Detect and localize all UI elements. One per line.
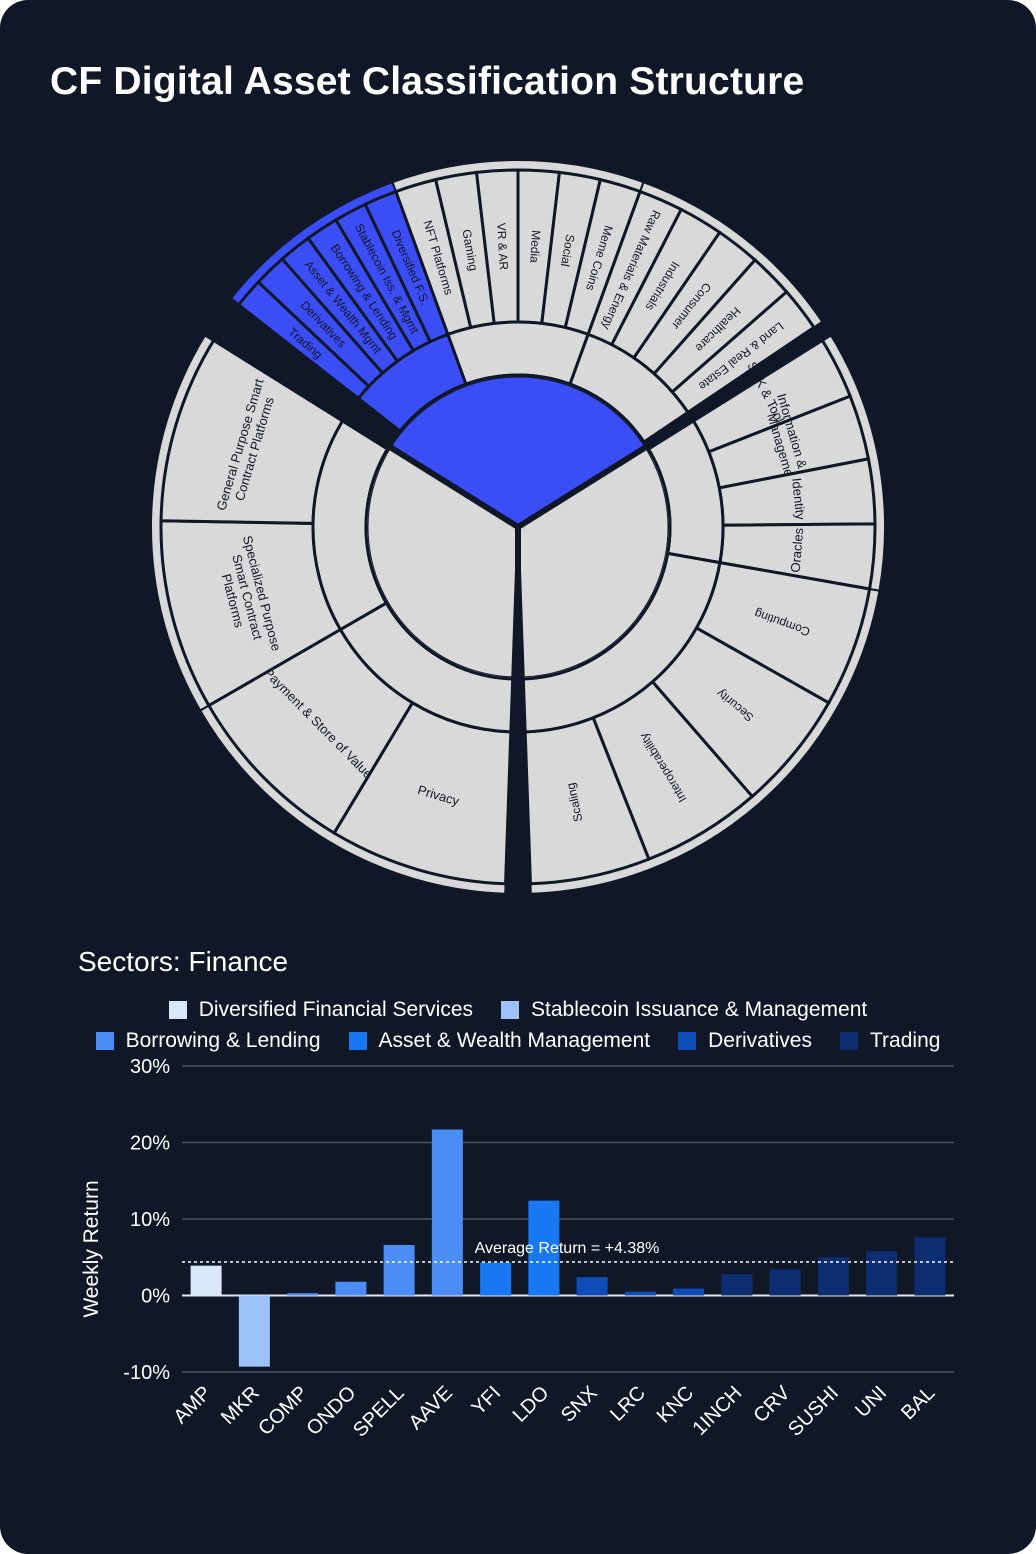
legend-swatch — [168, 1001, 187, 1019]
legend-row: Diversified Financial Services Stablecoin… — [0, 998, 1036, 1022]
bar-uni — [866, 1251, 898, 1296]
bar-knc — [673, 1288, 705, 1296]
leaf-label-oracles: Oracles — [788, 527, 807, 573]
chart-title: Sectors: Finance — [78, 946, 289, 977]
bar-sushi — [817, 1257, 849, 1296]
bar-comp — [287, 1293, 319, 1296]
bar-1inch — [721, 1274, 753, 1296]
bar-crv — [769, 1269, 801, 1296]
x-tick-label: YFI — [468, 1382, 506, 1420]
legend-label: Asset & Wealth Management — [378, 1029, 651, 1052]
y-tick-label: 20% — [130, 1133, 170, 1155]
y-axis-label: Weekly Return — [80, 1180, 103, 1317]
bar-aave — [431, 1129, 463, 1296]
x-tick-label: AAVE — [405, 1382, 457, 1434]
legend-label: Derivatives — [708, 1029, 812, 1052]
legend-swatch — [501, 1001, 520, 1019]
legend-swatch — [678, 1032, 697, 1050]
legend-label: Borrowing & Lending — [125, 1029, 321, 1052]
legend-label: Trading — [870, 1029, 941, 1052]
x-tick-label: SNX — [557, 1382, 602, 1427]
bar-spell — [383, 1245, 415, 1296]
legend-item: Derivatives — [678, 1029, 812, 1053]
core-sectors — [387, 373, 649, 529]
bar-ondo — [335, 1281, 367, 1296]
page-title: CF Digital Asset Classification Structur… — [50, 60, 805, 103]
legend-item: Borrowing & Lending — [95, 1029, 321, 1053]
bar-mkr — [238, 1295, 270, 1367]
x-tick-label: ONDO — [302, 1382, 360, 1440]
legend-swatch — [840, 1032, 858, 1050]
x-tick-label: LDO — [509, 1382, 554, 1427]
x-tick-label: COMP — [254, 1382, 312, 1440]
legend-item: Stablecoin Issuance & Management — [501, 998, 867, 1022]
bar-ldo — [528, 1200, 560, 1296]
legend-row: Borrowing & Lending Asset & Wealth Manage… — [0, 1029, 1036, 1053]
x-tick-label: AMP — [169, 1382, 215, 1428]
leaf-label-vr-and-ar: VR & AR — [494, 222, 511, 270]
wheel-divider — [199, 325, 394, 452]
bar-bal — [914, 1237, 946, 1296]
bar-amp — [190, 1265, 222, 1296]
y-tick-label: 30% — [130, 1056, 170, 1078]
core-divider — [516, 443, 649, 530]
legend-swatch — [95, 1032, 114, 1050]
wheel-divider — [221, 293, 403, 439]
legend-label: Diversified Financial Services — [198, 998, 474, 1021]
y-tick-label: 10% — [130, 1209, 170, 1231]
x-tick-label: UNI — [851, 1382, 891, 1422]
legend-item: Diversified Financial Services — [168, 998, 474, 1022]
legend-item: Trading — [840, 1029, 940, 1053]
leaf-label-identity: Identity — [789, 477, 808, 521]
core-divider — [387, 443, 520, 530]
bar-lrc — [624, 1291, 656, 1296]
average-label: Average Return = +4.38% — [475, 1240, 660, 1257]
bar-yfi — [480, 1262, 512, 1296]
x-tick-label: SUSHI — [784, 1382, 843, 1441]
wheel-divider — [642, 325, 837, 452]
x-tick-label: 1INCH — [688, 1382, 746, 1440]
x-tick-label: SPELL — [349, 1382, 409, 1442]
leaf-label-social: Social — [558, 233, 577, 268]
y-tick-label: -10% — [123, 1362, 170, 1384]
x-tick-label: BAL — [897, 1382, 939, 1424]
bar-snx — [576, 1277, 608, 1296]
leaf-label-media: Media — [527, 230, 543, 264]
y-tick-label: 0% — [141, 1286, 170, 1308]
legend-label: Stablecoin Issuance & Management — [531, 998, 868, 1021]
legend-item: Asset & Wealth Management — [348, 1029, 651, 1053]
legend-swatch — [348, 1032, 367, 1050]
x-tick-label: LRC — [606, 1382, 650, 1426]
